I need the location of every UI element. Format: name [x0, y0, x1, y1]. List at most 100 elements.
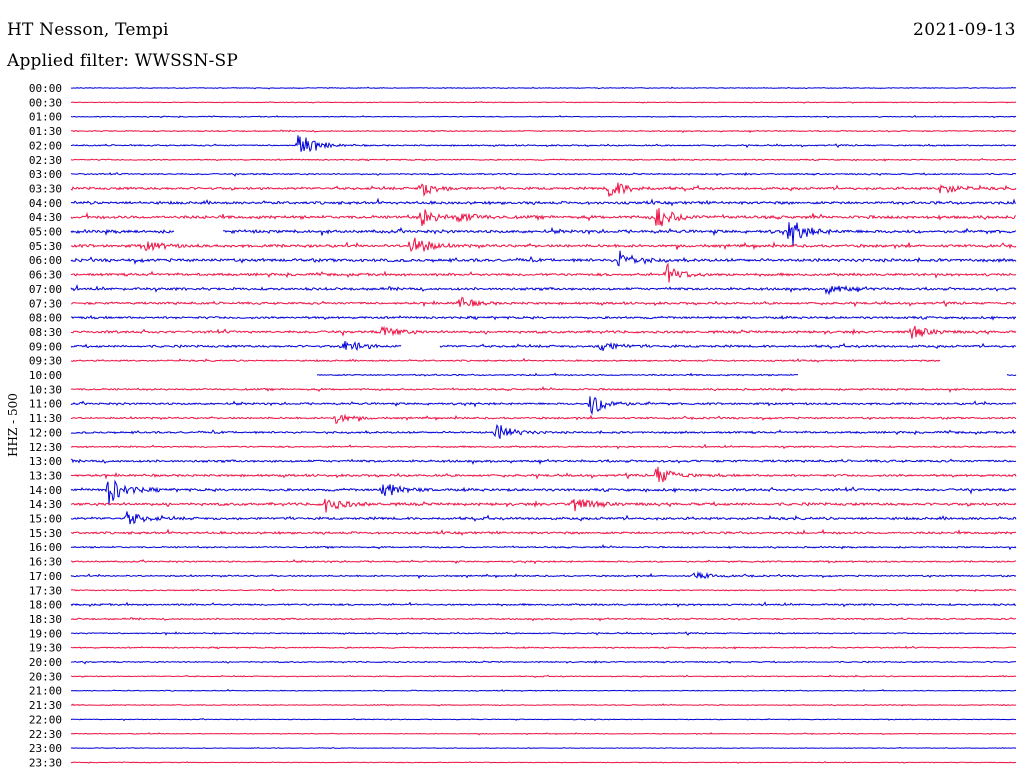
time-tick-label: 18:00 [29, 599, 62, 612]
trace-line [70, 284, 1017, 296]
time-tick-label: 15:00 [29, 513, 62, 526]
time-tick-label: 10:30 [29, 383, 62, 396]
time-tick-label: 05:00 [29, 226, 62, 239]
time-tick-label: 22:30 [29, 728, 62, 741]
trace-line [70, 631, 1017, 636]
time-tick-label: 20:30 [29, 670, 62, 683]
trace-line [316, 372, 1017, 377]
trace-line [70, 443, 1016, 450]
trace-line [70, 157, 1017, 162]
trace-line [70, 703, 1017, 707]
trace-line [71, 135, 1017, 153]
time-tick-label: 11:30 [29, 412, 62, 425]
time-tick-label: 21:00 [29, 685, 62, 698]
time-tick-label: 21:30 [29, 699, 62, 712]
trace-line [70, 296, 1017, 308]
trace-line [70, 558, 1017, 565]
trace-line [70, 645, 1017, 650]
time-tick-label: 00:30 [29, 96, 62, 109]
time-tick-label: 17:00 [29, 570, 62, 583]
time-tick-label: 15:30 [29, 527, 62, 540]
time-tick-label: 16:00 [29, 541, 62, 554]
time-tick-label: 01:30 [29, 125, 62, 138]
trace-line [70, 357, 941, 363]
trace-line [70, 222, 1017, 246]
trace-line [71, 86, 1017, 90]
time-tick-label: 09:30 [29, 355, 62, 368]
trace-line [70, 182, 1017, 197]
time-tick-label: 22:00 [29, 713, 62, 726]
trace-line [70, 237, 1017, 252]
time-tick-label: 23:00 [29, 742, 62, 755]
trace-line [70, 617, 1017, 622]
trace-line [70, 413, 1017, 424]
time-tick-label: 02:00 [29, 139, 62, 152]
time-tick-label: 13:30 [29, 469, 62, 482]
time-tick-label: 17:30 [29, 584, 62, 597]
station-title: HT Nesson, Tempi [7, 20, 169, 40]
trace-line [70, 674, 1016, 678]
time-tick-label: 13:00 [29, 455, 62, 468]
trace-line [70, 732, 1017, 736]
time-tick-label: 00:00 [29, 82, 62, 95]
time-tick-label: 12:30 [29, 441, 62, 454]
time-tick-label: 08:00 [29, 312, 62, 325]
trace-line [70, 570, 1017, 580]
time-tick-label: 19:30 [29, 642, 62, 655]
time-tick-label: 10:00 [29, 369, 62, 382]
time-tick-label: 11:00 [29, 398, 62, 411]
trace-line [70, 760, 1017, 764]
time-tick-label: 23:30 [29, 756, 62, 769]
time-tick-label: 09:00 [29, 340, 62, 353]
trace-line [70, 197, 1017, 207]
time-tick-label: 16:30 [29, 556, 62, 569]
trace-line [71, 171, 1017, 177]
trace-line [70, 544, 1017, 551]
trace-line [70, 341, 1017, 352]
trace-line [70, 385, 1017, 394]
time-tick-label: 20:00 [29, 656, 62, 669]
time-tick-label: 07:30 [29, 297, 62, 310]
time-tick-label: 03:00 [29, 168, 62, 181]
trace-line [71, 528, 1017, 536]
trace-line [70, 498, 1017, 513]
channel-label: HHZ - 500 [6, 393, 20, 457]
trace-line [70, 588, 1017, 593]
trace-line [70, 114, 1017, 119]
trace-line [70, 207, 1017, 227]
time-tick-label: 03:30 [29, 182, 62, 195]
time-tick-label: 01:00 [29, 111, 62, 124]
trace-line [71, 688, 1017, 693]
trace-line [70, 717, 1017, 722]
trace-line [70, 396, 1017, 416]
time-tick-label: 07:00 [29, 283, 62, 296]
trace-line [70, 314, 1017, 321]
trace-line [70, 458, 1017, 465]
trace-line [70, 479, 1017, 505]
trace-line [70, 101, 1017, 104]
date-label: 2021-09-13 [912, 20, 1016, 40]
time-tick-label: 02:30 [29, 154, 62, 167]
time-tick-label: 14:30 [29, 498, 62, 511]
time-tick-label: 04:00 [29, 197, 62, 210]
seismic-traces [70, 86, 1017, 764]
trace-line [70, 466, 1017, 483]
trace-line [70, 250, 1017, 267]
y-axis-label: HHZ - 500 [6, 393, 20, 457]
trace-line [70, 325, 1017, 339]
time-tick-label: 18:30 [29, 613, 62, 626]
trace-line [70, 660, 1017, 665]
trace-line [70, 423, 1017, 439]
trace-line [70, 601, 1017, 608]
time-tick-label: 04:30 [29, 211, 62, 224]
time-tick-label: 06:30 [29, 269, 62, 282]
time-tick-label: 14:00 [29, 484, 62, 497]
time-tick-label: 12:00 [29, 426, 62, 439]
time-tick-label: 08:30 [29, 326, 62, 339]
trace-line [70, 129, 1017, 134]
trace-line [70, 511, 1017, 525]
trace-line [70, 746, 1017, 750]
time-tick-label: 06:00 [29, 254, 62, 267]
